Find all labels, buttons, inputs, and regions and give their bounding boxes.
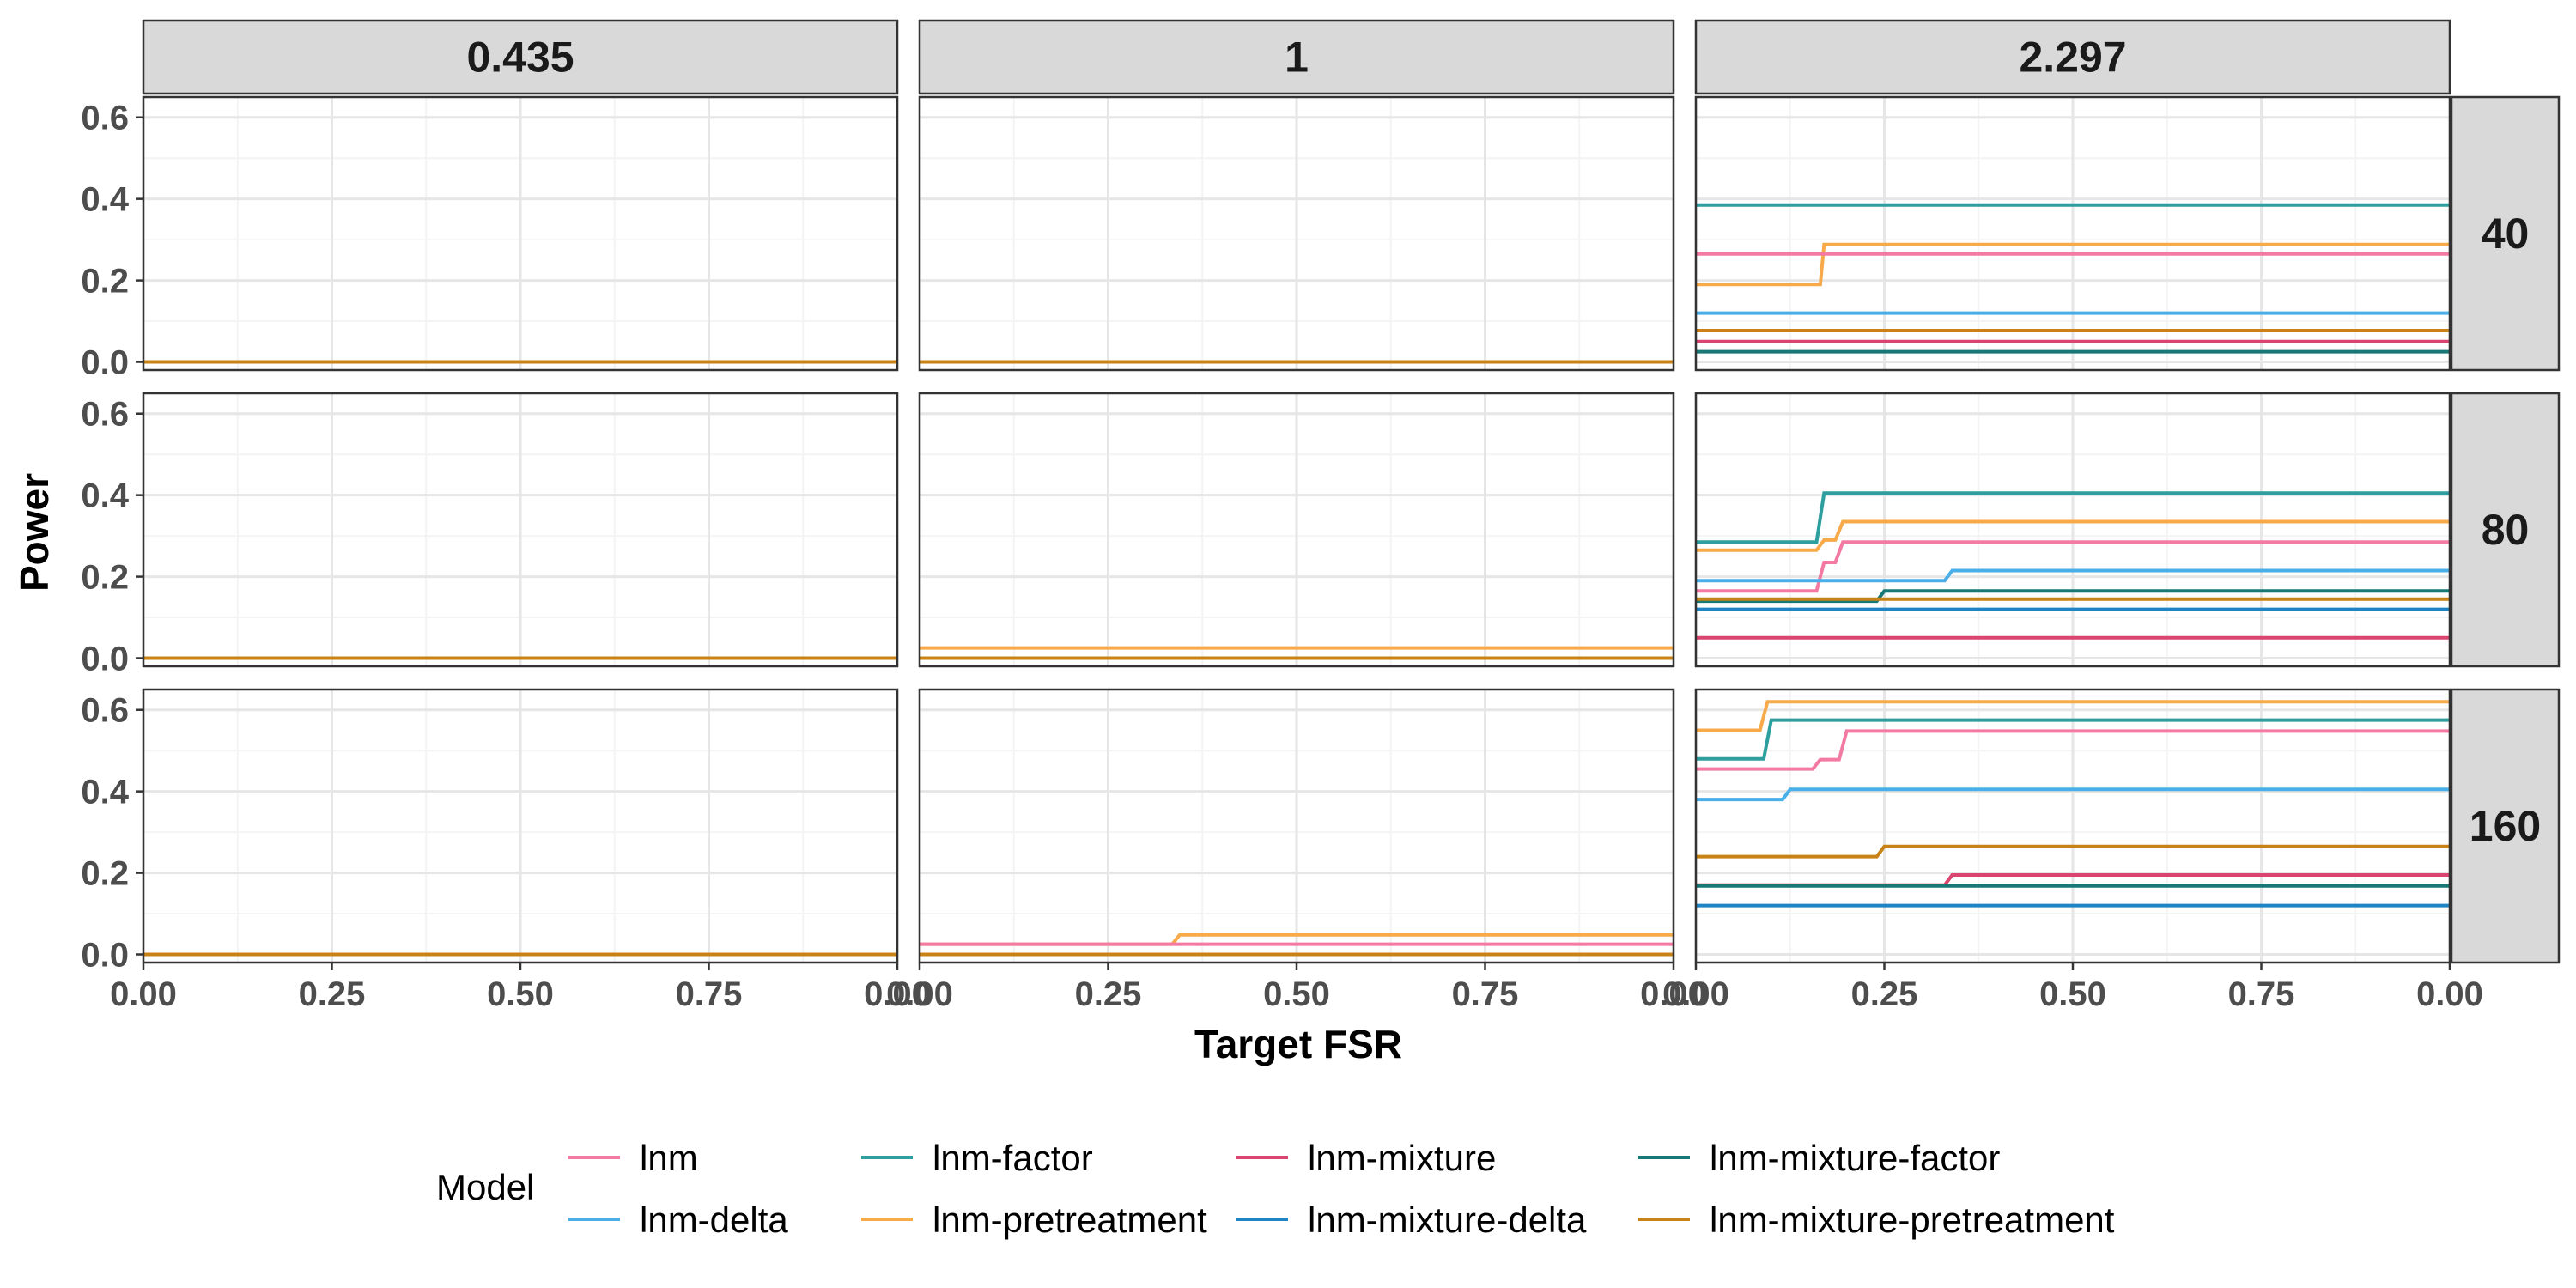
panels-layer bbox=[142, 95, 2451, 964]
column-strip bbox=[1694, 19, 2451, 95]
x-axis-title: Target FSR bbox=[1194, 1022, 1402, 1066]
x-tick-label: 0.25 bbox=[1075, 975, 1142, 1013]
y-tick-label: 0.0 bbox=[81, 641, 129, 678]
panel-border bbox=[142, 95, 899, 372]
row-strip-label: 80 bbox=[2482, 506, 2530, 554]
legend-label-lnm: lnm bbox=[640, 1138, 698, 1178]
column-strip bbox=[918, 19, 1675, 95]
legend-label-lnm-mixture-pretreatment: lnm-mixture-pretreatment bbox=[1710, 1200, 2115, 1240]
series-line-lnm-factor bbox=[1696, 718, 2450, 761]
y-tick-label: 0.0 bbox=[81, 344, 129, 382]
legend-label-lnm-delta: lnm-delta bbox=[640, 1200, 788, 1240]
panel-40-0.435 bbox=[142, 95, 899, 372]
row-strip-label: 40 bbox=[2482, 210, 2530, 258]
series-line-lnm-delta bbox=[1696, 787, 2450, 802]
x-tick-label: 0.00 bbox=[886, 975, 953, 1013]
column-strip-label: 1 bbox=[1285, 33, 1309, 82]
x-tick-label: 0.00 bbox=[1662, 975, 1729, 1013]
legend-label-lnm-mixture: lnm-mixture bbox=[1308, 1138, 1496, 1178]
panel-border bbox=[1694, 95, 2451, 372]
y-tick-label: 0.6 bbox=[81, 100, 129, 137]
panel-40-1 bbox=[918, 95, 1675, 372]
y-tick-label: 0.2 bbox=[81, 263, 129, 301]
row-strip bbox=[2450, 95, 2561, 372]
x-tick-label: 0.75 bbox=[1452, 975, 1519, 1013]
y-tick-label: 0.6 bbox=[81, 396, 129, 434]
panel-border bbox=[142, 392, 899, 668]
series-line-lnm-factor bbox=[1696, 491, 2450, 544]
legend-label-lnm-mixture-delta: lnm-mixture-delta bbox=[1308, 1200, 1587, 1240]
panel-160-2.297 bbox=[1694, 688, 2451, 964]
series-line-lnm-pretreatment bbox=[1696, 242, 2450, 287]
y-tick-label: 0.4 bbox=[81, 181, 129, 219]
panel-160-0.435 bbox=[142, 688, 899, 964]
x-tick-label: 0.00 bbox=[110, 975, 177, 1013]
legend: Model lnm lnm-delta lnm-factor lnm-pretreat… bbox=[436, 1138, 2115, 1240]
x-tick-label: 0.50 bbox=[2039, 975, 2106, 1013]
x-tick-label: 0.00 bbox=[2416, 975, 2483, 1013]
row-strip-label: 160 bbox=[2470, 802, 2541, 850]
series-line-lnm-pretreatment bbox=[1696, 700, 2450, 732]
series-line-lnm-mixture-pretreatment bbox=[1696, 844, 2450, 859]
x-tick-label: 0.50 bbox=[487, 975, 554, 1013]
y-tick-label: 0.4 bbox=[81, 477, 129, 515]
strips-layer: 0.435 1 2.297 40 80 160 bbox=[142, 19, 2561, 964]
x-tick-label: 0.00 bbox=[1640, 975, 1707, 1013]
series-line-lnm-pretreatment bbox=[1696, 519, 2450, 552]
x-tick-label: 0.00 bbox=[864, 975, 931, 1013]
y-tick-label: 0.2 bbox=[81, 559, 129, 597]
panel-80-2.297 bbox=[1694, 392, 2451, 668]
panel-160-1 bbox=[918, 688, 1675, 964]
panel-80-1 bbox=[918, 392, 1675, 668]
y-tick-label: 0.6 bbox=[81, 692, 129, 730]
axes-layer: 0.0 0.2 0.4 0.6 0.0 0.2 0.4 0.6 0.0 0.2 0.4 0.6 0.00… bbox=[81, 100, 2483, 1013]
legend-label-lnm-pretreatment: lnm-pretreatment bbox=[933, 1200, 1207, 1240]
x-tick-label: 0.50 bbox=[1263, 975, 1330, 1013]
row-strip bbox=[2450, 688, 2561, 964]
legend-title: Model bbox=[436, 1167, 534, 1207]
panel-border bbox=[918, 95, 1675, 372]
x-tick-label: 0.25 bbox=[299, 975, 366, 1013]
y-tick-label: 0.2 bbox=[81, 855, 129, 893]
column-strip-label: 0.435 bbox=[466, 33, 574, 82]
x-tick-label: 0.25 bbox=[1851, 975, 1918, 1013]
y-tick-label: 0.0 bbox=[81, 937, 129, 975]
column-strip bbox=[142, 19, 899, 95]
y-axis-title: Power bbox=[12, 473, 57, 592]
legend-label-lnm-factor: lnm-factor bbox=[933, 1138, 1093, 1178]
row-strip bbox=[2450, 392, 2561, 668]
legend-label-lnm-mixture-factor: lnm-mixture-factor bbox=[1710, 1138, 2000, 1178]
x-tick-label: 0.75 bbox=[676, 975, 743, 1013]
series-line-lnm-mixture-factor bbox=[1696, 589, 2450, 604]
column-strip-label: 2.297 bbox=[2019, 33, 2126, 82]
series-line-lnm bbox=[1696, 540, 2450, 593]
y-tick-label: 0.4 bbox=[81, 774, 129, 811]
panel-border bbox=[918, 392, 1675, 668]
panel-80-0.435 bbox=[142, 392, 899, 668]
series-line-lnm bbox=[1696, 729, 2450, 771]
panel-40-2.297 bbox=[1694, 95, 2451, 372]
x-tick-label: 0.75 bbox=[2228, 975, 2295, 1013]
panel-border bbox=[1694, 392, 2451, 668]
series-line-lnm-delta bbox=[1696, 568, 2450, 583]
